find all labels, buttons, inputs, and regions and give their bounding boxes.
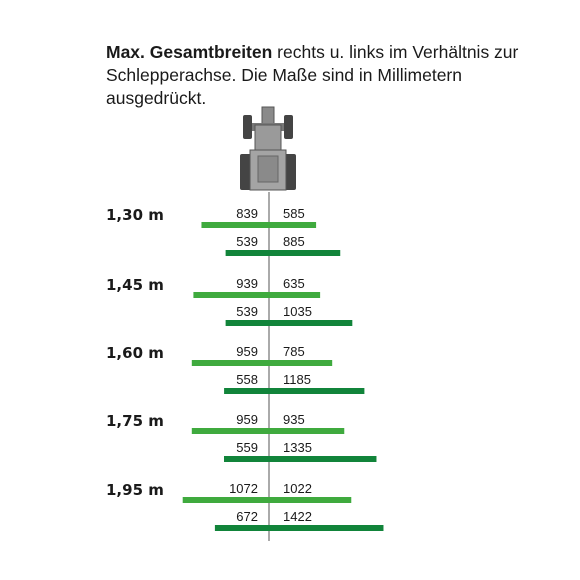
right-value-label: 1185 [283, 372, 311, 387]
width-bar [224, 456, 377, 462]
width-bar [191, 360, 333, 366]
width-bar [225, 320, 353, 326]
right-value-label: 1335 [283, 440, 312, 455]
left-value-label: 672 [236, 509, 258, 524]
right-value-label: 1035 [283, 304, 312, 319]
tractor-top-view-icon [240, 106, 296, 191]
description-text: Max. Gesamtbreiten rechts u. links im Ve… [106, 41, 546, 110]
right-value-label: 635 [283, 276, 305, 291]
description-title: Max. Gesamtbreiten [106, 42, 273, 62]
left-value-label: 959 [236, 344, 258, 359]
left-value-label: 939 [236, 276, 258, 291]
width-label: 1,75 m [106, 412, 164, 430]
width-label: 1,60 m [106, 344, 164, 362]
right-value-label: 935 [283, 412, 305, 427]
width-bar [201, 222, 317, 228]
width-bar [191, 428, 345, 434]
right-value-label: 1422 [283, 509, 312, 524]
left-value-label: 839 [236, 206, 258, 221]
width-label: 1,45 m [106, 276, 164, 294]
left-value-label: 559 [236, 440, 258, 455]
width-label: 1,95 m [106, 481, 164, 499]
left-value-label: 1072 [229, 481, 258, 496]
width-bar [214, 525, 384, 531]
width-bar [225, 250, 341, 256]
right-value-label: 1022 [283, 481, 312, 496]
right-value-label: 585 [283, 206, 305, 221]
width-bar [193, 292, 321, 298]
left-value-label: 539 [236, 234, 258, 249]
left-value-label: 539 [236, 304, 258, 319]
width-label: 1,30 m [106, 206, 164, 224]
width-bar [224, 388, 365, 394]
left-value-label: 558 [236, 372, 258, 387]
description-body: rechts u. links im Verhältnis zur Schlep… [106, 42, 519, 108]
right-value-label: 785 [283, 344, 305, 359]
right-value-label: 885 [283, 234, 305, 249]
left-value-label: 959 [236, 412, 258, 427]
width-bar [182, 497, 352, 503]
